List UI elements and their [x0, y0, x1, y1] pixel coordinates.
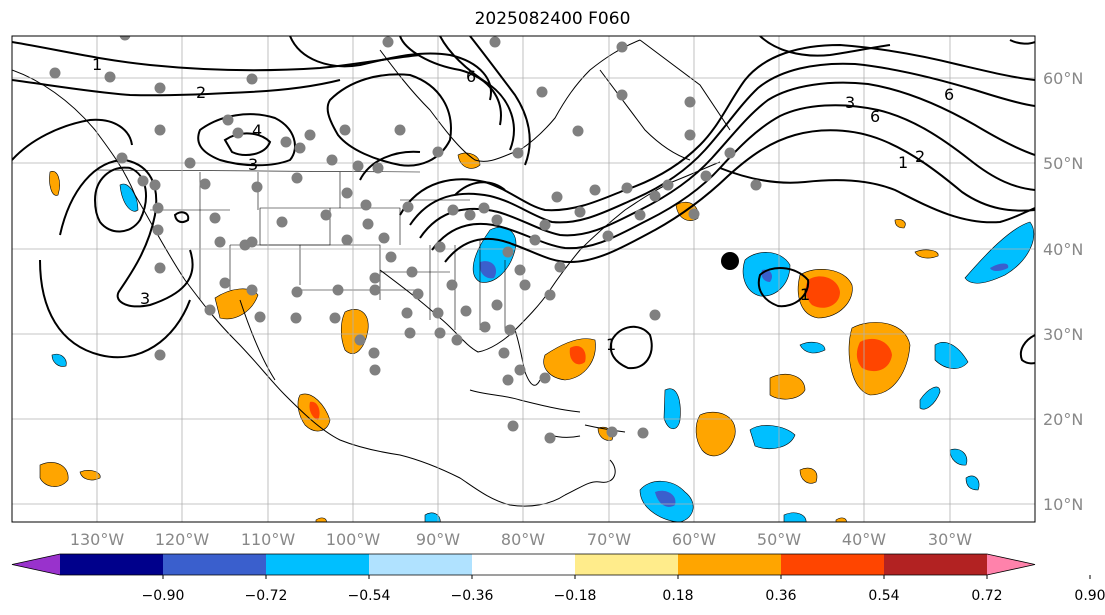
lon-label: 60°W [672, 530, 716, 549]
contour-label: 6 [466, 67, 476, 86]
lon-label: 70°W [587, 530, 631, 549]
colorbar-tick-label: 0.90 [1074, 588, 1105, 604]
lon-label: 90°W [416, 530, 460, 549]
storm-center-marker [721, 252, 739, 270]
lon-label: 40°W [842, 530, 886, 549]
lat-label: 60°N [1043, 69, 1083, 88]
colorbar [11, 553, 1036, 576]
colorbar-tick-label: −0.54 [348, 588, 391, 604]
colorbar-segment [163, 554, 267, 575]
lon-label: 100°W [326, 530, 381, 549]
colorbar-segment [60, 554, 164, 575]
contour-label: 3 [845, 93, 855, 112]
map-area: 1 2 4 3 6 3 6 1 2 6 1 1 3 [12, 36, 1035, 522]
contour-label: 3 [248, 155, 258, 174]
colorbar-tick-label: −0.36 [451, 588, 494, 604]
lon-label: 130°W [70, 530, 125, 549]
contour-label: 1 [606, 335, 616, 354]
contour-label: 4 [252, 121, 262, 140]
latitude-labels: 60°N 50°N 40°N 30°N 20°N 10°N [1043, 69, 1083, 514]
lat-label: 20°N [1043, 410, 1083, 429]
contour-label: 1 [92, 55, 102, 74]
colorbar-ticks: −0.90 −0.72 −0.54 −0.36 −0.18 0.18 0.36 0.54 0.7… [142, 575, 1105, 604]
colorbar-tick-label: 0.54 [868, 588, 899, 604]
colorbar-segment [781, 554, 885, 575]
colorbar-tick-label: −0.18 [554, 588, 597, 604]
geopotential-contours [12, 36, 1035, 370]
lon-label: 30°W [928, 530, 972, 549]
colorbar-extend-high [987, 554, 1035, 575]
lon-label: 80°W [501, 530, 545, 549]
contour-label: 1 [800, 285, 810, 304]
contour-label: 2 [915, 147, 925, 166]
colorbar-extend-low [12, 554, 60, 575]
colorbar-segment [472, 554, 576, 575]
map-frame [11, 35, 1036, 523]
colorbar-segment [575, 554, 679, 575]
lat-label: 50°N [1043, 154, 1083, 173]
lat-label: 10°N [1043, 495, 1083, 514]
colorbar-tick-label: 0.36 [765, 588, 796, 604]
contour-label: 6 [944, 85, 954, 104]
colorbar-tick-label: −0.90 [142, 588, 185, 604]
lon-label: 50°W [757, 530, 801, 549]
colorbar-segment [266, 554, 370, 575]
colorbar-segment [678, 554, 782, 575]
lat-label: 30°N [1043, 325, 1083, 344]
lat-label: 40°N [1043, 240, 1083, 259]
graticule [12, 36, 1035, 522]
longitude-labels: 130°W 120°W 110°W 100°W 90°W 80°W 70°W 6… [70, 530, 972, 549]
colorbar-tick-label: −0.72 [245, 588, 288, 604]
map-title: 2025082400 F060 [474, 9, 631, 29]
lon-label: 110°W [241, 530, 296, 549]
contour-labels: 1 2 4 3 6 3 6 1 2 6 1 1 3 [92, 55, 954, 354]
colorbar-tick-label: 0.18 [662, 588, 693, 604]
colorbar-segment [884, 554, 988, 575]
contour-label: 3 [140, 289, 150, 308]
negative-shading [51, 183, 1035, 522]
lon-label: 120°W [155, 530, 210, 549]
contour-label: 2 [196, 83, 206, 102]
colorbar-outline [11, 553, 1036, 576]
colorbar-tick-label: 0.72 [971, 588, 1002, 604]
contour-label: 1 [898, 153, 908, 172]
colorbar-segment [369, 554, 473, 575]
station-dots [49, 36, 762, 444]
contour-label: 6 [870, 107, 880, 126]
